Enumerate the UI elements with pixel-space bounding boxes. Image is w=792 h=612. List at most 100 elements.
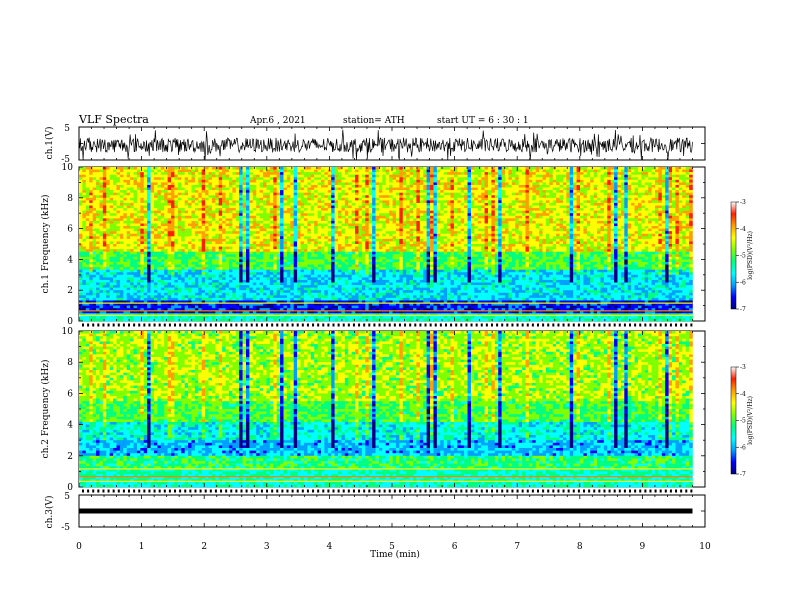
spectrogram-cell — [235, 190, 240, 193]
spectrogram-cell — [188, 223, 192, 227]
spectrogram-cell — [307, 192, 312, 196]
spectrogram-cell — [96, 177, 100, 181]
spectrogram-cell — [184, 282, 189, 286]
spectrogram-cell — [235, 187, 240, 191]
spectrogram-cell — [82, 254, 87, 258]
spectrogram-cell — [290, 305, 295, 309]
spectrogram-cell — [300, 220, 305, 224]
spectrogram-cell — [280, 282, 284, 286]
spectrogram-cell — [276, 202, 281, 206]
spectrogram-cell — [239, 254, 243, 258]
spectrogram-cell — [184, 228, 189, 232]
spectrogram-cell — [348, 251, 352, 255]
spectrogram-cell — [119, 269, 124, 273]
spectrogram-cell — [157, 169, 162, 173]
spectrogram-cell — [355, 172, 359, 175]
spectrogram-cell — [341, 269, 346, 273]
spectrogram-cell — [225, 315, 230, 319]
spectrogram-cell — [82, 202, 87, 206]
spectrogram-cell — [113, 233, 117, 237]
spectrogram-cell — [297, 208, 301, 211]
spectrogram-cell — [174, 215, 179, 219]
spectrogram-cell — [102, 208, 107, 211]
spectrogram-cell — [188, 213, 192, 217]
spectrogram-cell — [341, 241, 346, 245]
spectrogram-cell — [246, 251, 250, 255]
spectrogram-cell — [184, 238, 189, 242]
spectrogram-cell — [102, 297, 107, 301]
spectrogram-cell — [242, 303, 247, 306]
spectrogram-cell — [307, 210, 312, 214]
spectrogram-cell — [174, 241, 179, 245]
spectrogram-cell — [160, 182, 165, 186]
spectrogram-cell — [171, 195, 175, 199]
spectrogram-cell — [310, 254, 315, 258]
spectrogram-cell — [293, 210, 298, 214]
spectrogram-cell — [276, 208, 281, 211]
spectrogram-cell — [222, 182, 226, 186]
spectrogram-cell — [113, 272, 117, 276]
spectrogram-cell — [211, 246, 216, 250]
spectrogram-cell — [249, 295, 254, 299]
spectrogram-cell — [228, 305, 233, 309]
spectrogram-cell — [96, 167, 100, 170]
spectrogram-cell — [174, 195, 179, 199]
spectrogram-cell — [96, 251, 100, 255]
spectrogram-cell — [235, 182, 240, 186]
spectrogram-cell — [259, 241, 264, 245]
spectrogram-cell — [222, 226, 226, 229]
spectrogram-cell — [314, 285, 318, 288]
spectrogram-cell — [324, 305, 329, 309]
spectrogram-cell — [341, 256, 346, 260]
spectrogram-cell — [320, 310, 325, 314]
spectrogram-cell — [167, 292, 172, 296]
spectrogram-cell — [218, 315, 223, 319]
spectrogram-cell — [341, 205, 346, 209]
spectrogram-cell — [232, 264, 237, 268]
spectrogram-cell — [92, 200, 97, 204]
spectrogram-cell — [198, 202, 202, 206]
spectrogram-cell — [157, 244, 162, 247]
spectrogram-cell — [160, 285, 165, 288]
spectrogram-cell — [113, 292, 117, 296]
spectrogram-cell — [147, 282, 151, 286]
spectrogram-cell — [205, 318, 209, 322]
spectrogram-cell — [320, 179, 325, 183]
spectrogram-cell — [106, 318, 110, 322]
spectrogram-cell — [263, 195, 267, 199]
spectrogram-cell — [259, 246, 264, 250]
spectrogram-cell — [136, 246, 141, 250]
spectrogram-cell — [157, 179, 162, 183]
spectrogram-cell — [266, 202, 271, 206]
spectrogram-cell — [297, 197, 301, 201]
spectrogram-cell — [290, 292, 295, 296]
spectrogram-cell — [341, 231, 346, 235]
spectrogram-cell — [249, 179, 254, 183]
spectrogram-cell — [153, 264, 158, 268]
spectrogram-cell — [222, 187, 226, 191]
spectrogram-cell — [259, 292, 264, 296]
spectrogram-cell — [208, 192, 213, 196]
spectrogram-cell — [123, 190, 128, 193]
spectrogram-cell — [194, 254, 199, 258]
spectrogram-cell — [85, 303, 90, 306]
spectrogram-cell — [188, 202, 192, 206]
spectrogram-cell — [140, 179, 145, 183]
spectrogram-cell — [222, 233, 226, 237]
spectrogram-cell — [273, 282, 277, 286]
spectrogram-cell — [82, 285, 87, 288]
spectrogram-cell — [334, 226, 339, 229]
spectrogram-cell — [266, 208, 271, 211]
spectrogram-cell — [153, 300, 158, 304]
spectrogram-cell — [320, 190, 325, 193]
spectrogram-cell — [99, 285, 104, 288]
spectrogram-cell — [167, 249, 172, 252]
spectrogram-cell — [191, 267, 196, 270]
spectrogram-cell — [358, 274, 363, 278]
spectrogram-cell — [297, 233, 301, 237]
spectrogram-cell — [85, 305, 90, 309]
spectrogram-cell — [99, 177, 104, 181]
spectrogram-cell — [85, 246, 90, 250]
spectrogram-cell — [297, 315, 301, 319]
spectrogram-cell — [290, 315, 295, 319]
